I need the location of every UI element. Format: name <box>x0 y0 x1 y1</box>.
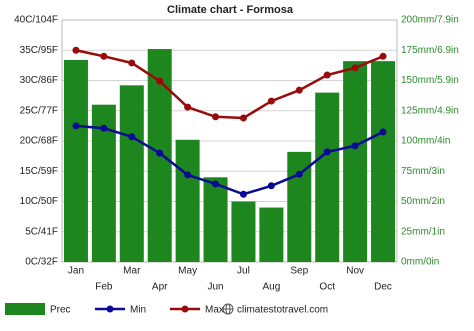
y2-tick-label: 0mm/0in <box>401 257 439 268</box>
point <box>239 114 247 122</box>
point <box>351 64 359 72</box>
y-tick-label: 35C/95F <box>20 45 58 56</box>
y-tick-label: 15C/59F <box>20 166 58 177</box>
point <box>156 77 164 85</box>
y-tick-label: 30C/86F <box>20 75 58 86</box>
point <box>267 97 275 105</box>
bar <box>231 201 256 262</box>
y2-tick-label: 75mm/3in <box>401 166 445 177</box>
bar <box>287 151 312 262</box>
bar <box>119 85 144 262</box>
point <box>72 122 80 130</box>
point <box>295 86 303 94</box>
point <box>239 190 247 198</box>
point <box>128 133 136 141</box>
y-tick-label: 20C/68F <box>20 136 58 147</box>
point <box>351 142 359 150</box>
legend-swatch <box>106 305 114 313</box>
x-tick-label: Dec <box>374 282 392 293</box>
y2-tick-label: 50mm/2in <box>401 196 445 207</box>
legend-swatch <box>181 305 189 313</box>
x-tick-label: Apr <box>152 282 168 293</box>
point <box>156 149 164 157</box>
point <box>323 71 331 79</box>
x-tick-label: Feb <box>95 282 113 293</box>
point <box>212 180 220 188</box>
point <box>267 182 275 190</box>
point <box>379 128 387 136</box>
source: climatestotravel.com <box>222 303 328 316</box>
x-tick-label: Jul <box>237 266 250 277</box>
point <box>323 148 331 156</box>
point <box>184 171 192 179</box>
y2-tick-label: 125mm/4.9in <box>401 105 459 116</box>
plot-frame <box>61 19 398 263</box>
y-tick-label: 5C/41F <box>25 226 58 237</box>
point <box>212 113 220 121</box>
point <box>128 59 136 67</box>
x-tick-label: Jan <box>68 266 84 277</box>
x-tick-label: Sep <box>290 266 308 277</box>
legend-label: Prec <box>50 305 71 316</box>
source-text: climatestotravel.com <box>237 305 328 316</box>
point <box>295 170 303 178</box>
y2-tick-label: 175mm/6.9in <box>401 45 459 56</box>
bar <box>343 61 368 262</box>
x-tick-label: Nov <box>346 266 364 277</box>
bar <box>315 92 340 262</box>
bar <box>259 207 284 262</box>
y2-tick-label: 150mm/5.9in <box>401 75 459 86</box>
point <box>100 124 108 132</box>
x-tick-label: Oct <box>319 282 335 293</box>
y-tick-label: 25C/77F <box>20 105 58 116</box>
bar <box>371 61 396 262</box>
y2-tick-label: 200mm/7.9in <box>401 15 459 26</box>
legend-label: Max <box>205 305 224 316</box>
line <box>75 49 384 120</box>
point <box>72 46 80 54</box>
bar <box>63 59 88 263</box>
y-tick-label: 0C/32F <box>25 257 58 268</box>
legend-label: Min <box>130 305 146 316</box>
y2-tick-label: 25mm/1in <box>401 226 445 237</box>
line <box>75 124 384 196</box>
x-tick-label: May <box>178 266 197 277</box>
point <box>100 52 108 60</box>
legend-swatch <box>5 303 45 315</box>
y-tick-label: 10C/50F <box>20 196 58 207</box>
bar <box>175 139 200 262</box>
bar <box>203 177 228 262</box>
x-tick-label: Mar <box>123 266 141 277</box>
chart-title: Climate chart - Formosa <box>167 4 294 16</box>
y2-tick-label: 100mm/4in <box>401 136 450 147</box>
point <box>184 103 192 111</box>
x-tick-label: Aug <box>262 282 280 293</box>
y-tick-label: 40C/104F <box>14 15 58 26</box>
point <box>379 52 387 60</box>
x-tick-label: Jun <box>207 282 223 293</box>
